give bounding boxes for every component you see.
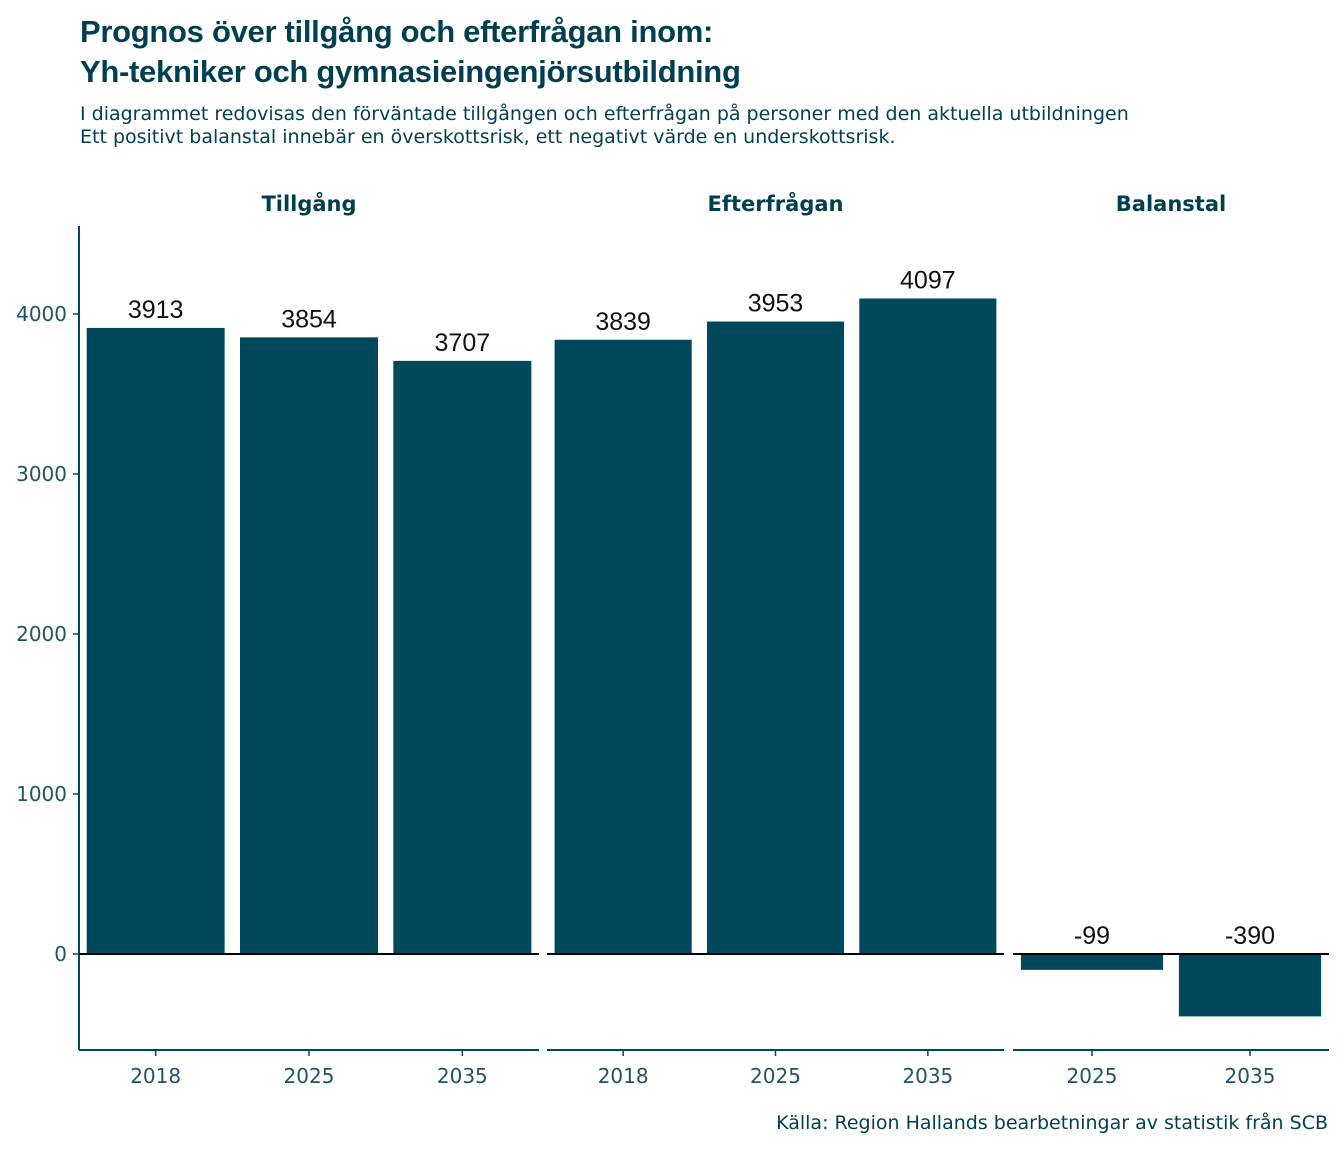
x-tick-label: 2025 [1067,1064,1118,1088]
bar [554,339,692,954]
chart-title-line-1: Prognos över tillgång och efterfrågan in… [80,14,713,49]
facet-title: Efterfrågan [708,191,844,216]
data-label: -390 [1225,922,1275,950]
bar [706,321,845,954]
y-tick-label: 0 [54,942,67,966]
bar [859,298,997,955]
bar [1178,954,1322,1017]
y-tick-label: 2000 [16,622,67,646]
data-label: 3839 [595,308,651,336]
x-tick-label: 2018 [598,1064,649,1088]
chart-title-line-2: Yh-tekniker och gymnasieingenjörsutbildn… [80,54,741,89]
data-label: 3854 [281,305,337,333]
faceted-bar-chart: 0 1000 2000 3000 4000 Tillgång 3913 2018 3854 202… [16,191,1329,1088]
bar [240,337,378,954]
data-label: 4097 [900,266,956,294]
source-caption: Källa: Region Hallands bearbetningar av … [776,1112,1328,1134]
x-tick-label: 2025 [750,1064,801,1088]
bar [393,360,532,954]
x-tick-label: 2035 [1225,1064,1276,1088]
data-label: 3913 [128,296,184,324]
data-label: 3707 [435,329,491,357]
chart-subtitle-line-1: I diagrammet redovisas den förväntade ti… [80,103,1129,125]
bar [1020,954,1164,970]
chart-subtitle-line-2: Ett positivt balanstal innebär en översk… [80,126,896,148]
facet-title: Tillgång [261,191,356,216]
x-tick-label: 2035 [437,1064,488,1088]
facet-title: Balanstal [1116,192,1226,216]
y-tick-label: 3000 [16,462,67,486]
bar [86,327,225,954]
data-label: -99 [1074,922,1110,950]
x-tick-label: 2025 [284,1064,335,1088]
chart-subtitle: I diagrammet redovisas den förväntade ti… [80,103,1129,149]
x-tick-label: 2018 [130,1064,181,1088]
y-tick-label: 1000 [16,782,67,806]
y-tick-label: 4000 [16,302,67,326]
data-label: 3953 [748,290,804,318]
x-tick-label: 2035 [902,1064,953,1088]
chart-title: Prognos över tillgång och efterfrågan in… [80,12,741,92]
